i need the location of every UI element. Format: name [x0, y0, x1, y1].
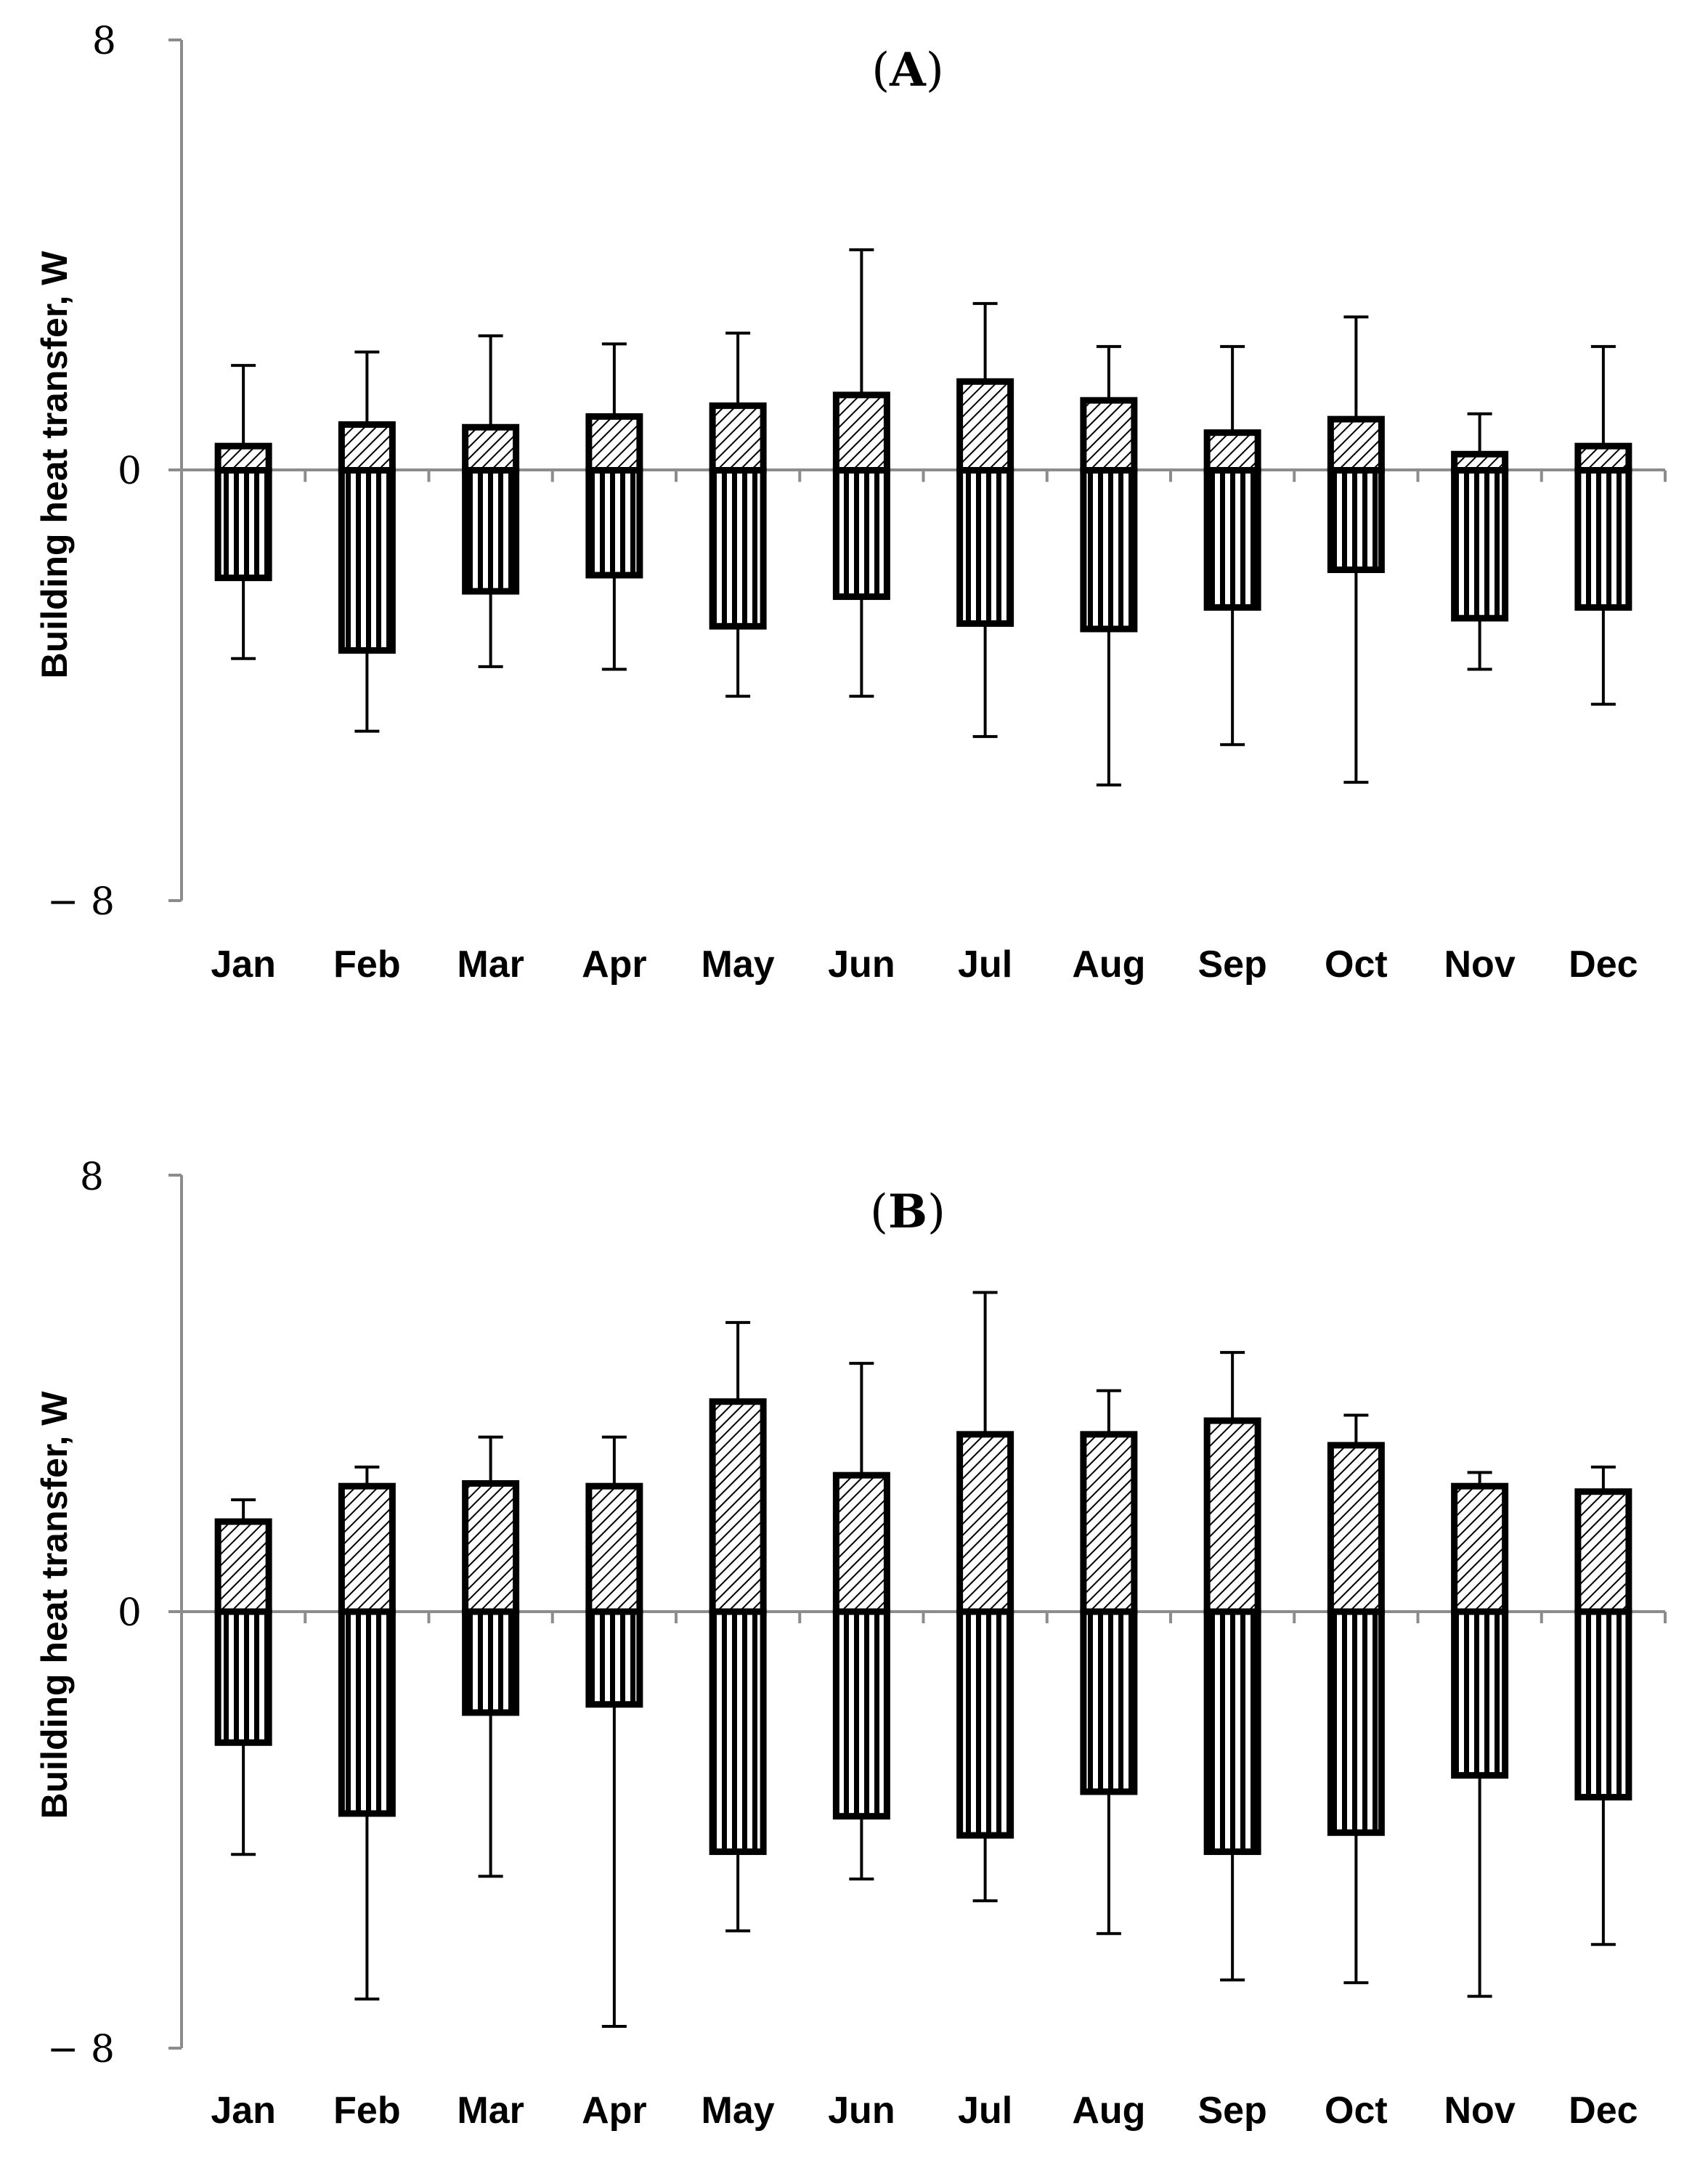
x-tick-label: Jul [958, 943, 1012, 986]
y-tick-label: − 8 [47, 880, 115, 924]
bar-negative [832, 1608, 890, 1820]
x-tick-label: Dec [1569, 2090, 1638, 2132]
bar-negative [1327, 1608, 1385, 1836]
bar-negative [585, 467, 643, 579]
bar-negative [1451, 467, 1509, 622]
bar-positive [1574, 1488, 1632, 1615]
x-tick-label: Apr [582, 2090, 647, 2132]
bar-negative [338, 467, 396, 654]
x-tick-label: Jan [211, 2090, 276, 2132]
x-tick-label: May [702, 2090, 775, 2132]
bar-negative [956, 467, 1014, 628]
bar-negative [1080, 1608, 1138, 1795]
chart-panel-a: (A) Building heat transfer, W 8 0 − 8 Ja… [34, 20, 1667, 986]
y-tick-label: 0 [118, 1591, 142, 1635]
x-tick-label: Aug [1072, 2090, 1145, 2132]
x-tick-labels: Jan Feb Mar Apr May Jun Jul Aug Sep Oct Nov Dec [211, 2090, 1638, 2132]
bar-positive [462, 423, 520, 474]
x-tick-label: May [702, 943, 775, 986]
y-axis-label: Building heat transfer, W [34, 251, 75, 679]
y-tick-label: 0 [118, 450, 142, 493]
bar-positive [956, 378, 1014, 474]
bar-positive [1451, 1482, 1509, 1615]
x-tick-label: Jan [211, 943, 276, 986]
x-tick-label: Feb [333, 943, 400, 986]
x-tick-label: Jun [828, 943, 895, 986]
bar-positive [832, 391, 890, 474]
bar-positive [1203, 1417, 1261, 1615]
x-tick-label: Oct [1325, 2090, 1388, 2132]
bars-group [180, 248, 1667, 787]
x-tick-label: Oct [1325, 943, 1388, 986]
bar-negative [585, 1608, 643, 1708]
x-tick-label: Sep [1197, 2090, 1266, 2132]
chart-panel-b: (B) Building heat transfer, W 8 0 − 8 Ja… [34, 1156, 1667, 2132]
x-tick-label: Apr [582, 943, 647, 986]
y-tick-label: 8 [92, 20, 116, 63]
bar-positive [585, 1482, 643, 1615]
bar-negative [1203, 1608, 1261, 1856]
bar-negative [338, 1608, 396, 1817]
panel-label: (A) [871, 43, 944, 97]
bar-positive [1574, 442, 1632, 474]
bar-positive [956, 1431, 1014, 1615]
bar-positive [832, 1471, 890, 1615]
y-axis-label: Building heat transfer, W [34, 1391, 75, 1819]
bar-positive [1203, 429, 1261, 474]
x-tick-labels: Jan Feb Mar Apr May Jun Jul Aug Sep Oct Nov Dec [211, 943, 1638, 986]
bar-positive [214, 1518, 272, 1615]
bar-negative [832, 467, 890, 601]
y-tick-label: − 8 [47, 2028, 115, 2071]
x-tick-label: Nov [1444, 943, 1516, 986]
bar-positive [1080, 1431, 1138, 1615]
x-tick-label: Aug [1072, 943, 1145, 986]
bar-negative [214, 1608, 272, 1746]
bar-positive [462, 1479, 520, 1615]
bar-positive [709, 1398, 767, 1615]
y-tick-label: 8 [80, 1156, 104, 1199]
bar-positive [338, 421, 396, 474]
bar-negative [1574, 1608, 1632, 1800]
bar-positive [1080, 397, 1138, 474]
x-tick-label: Feb [333, 2090, 400, 2132]
x-tick-label: Dec [1569, 943, 1638, 986]
bar-positive [1327, 415, 1385, 474]
bar-negative [462, 1608, 520, 1716]
panel-label: (B) [870, 1185, 946, 1239]
bar-negative [709, 467, 767, 630]
x-tick-label: Mar [457, 2090, 524, 2132]
bar-positive [214, 442, 272, 474]
bar-negative [1327, 467, 1385, 574]
bar-positive [338, 1482, 396, 1615]
bar-negative [462, 467, 520, 595]
bar-negative [1574, 467, 1632, 611]
bars-group [180, 1291, 1667, 2028]
bar-negative [1451, 1608, 1509, 1779]
bar-positive [1327, 1442, 1385, 1615]
x-tick-label: Mar [457, 943, 524, 986]
bar-positive [709, 402, 767, 474]
bar-negative [956, 1608, 1014, 1839]
bar-negative [1080, 467, 1138, 633]
bar-negative [1203, 467, 1261, 611]
x-tick-label: Jul [958, 2090, 1012, 2132]
x-tick-label: Nov [1444, 2090, 1516, 2132]
x-tick-label: Sep [1197, 943, 1266, 986]
bar-positive [585, 413, 643, 474]
bar-negative [214, 467, 272, 582]
bar-negative [709, 1608, 767, 1856]
x-tick-label: Jun [828, 2090, 895, 2132]
